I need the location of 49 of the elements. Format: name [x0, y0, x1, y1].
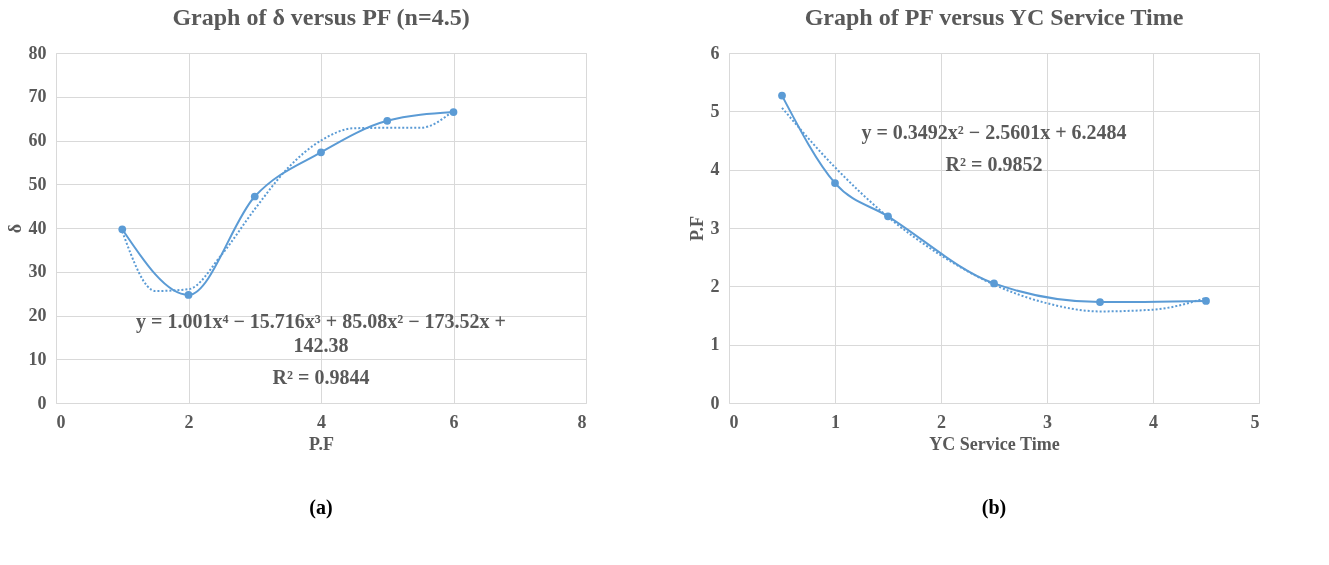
point [1096, 298, 1104, 306]
x-tick-label: 0 [729, 411, 739, 432]
y-tick-label: 40 [28, 217, 47, 238]
x-tick-label: 6 [449, 411, 459, 432]
point [383, 116, 392, 125]
point [317, 148, 325, 157]
x-tick-label: 8 [577, 411, 587, 432]
x-axis-title: YC Service Time [929, 433, 1060, 454]
y-tick-label: 0 [710, 392, 720, 413]
annotation: R² = 0.9844 [272, 366, 370, 388]
y-tick-label: 60 [28, 130, 47, 150]
y-tick-label: 2 [710, 275, 720, 296]
y-tick-label: 20 [28, 305, 47, 325]
point [184, 291, 193, 299]
x-tick-label: 2 [937, 411, 946, 432]
point [831, 179, 839, 187]
point [449, 108, 458, 116]
text: (b) [981, 495, 1007, 519]
y-tick-label: 30 [28, 261, 47, 282]
point [778, 91, 786, 100]
y-tick-label: 50 [28, 173, 47, 194]
annotation: y = 1.001x⁴ − 15.716x³ + 85.08x² − 173.52x + 142.38 [136, 310, 506, 356]
x-tick-label: 1 [831, 411, 840, 432]
y-axis-title: δ [4, 223, 25, 234]
y-tick-label: 1 [710, 334, 720, 355]
point [1202, 297, 1210, 305]
x-axis-title: P.F [309, 433, 334, 454]
text: (a) [309, 495, 333, 519]
y-tick-label: 4 [710, 159, 720, 180]
y-tick-label: 5 [710, 100, 720, 121]
y-tick-label: 80 [28, 42, 47, 63]
x-tick-label: 3 [1043, 411, 1052, 432]
point [118, 225, 127, 234]
y-tick-label: 3 [710, 217, 720, 238]
y-tick-label: 6 [710, 42, 720, 63]
annotation: R² = 0.9852 [945, 152, 1043, 175]
y-tick-label: 10 [28, 348, 47, 369]
y-axis-title: P.F [686, 216, 707, 241]
point [250, 192, 259, 201]
y-tick-label: 0 [37, 392, 47, 413]
x-tick-label: 4 [317, 411, 326, 432]
chart-title: Graph of PF versus YC Service Time [804, 4, 1184, 30]
y-tick-label: 70 [28, 86, 47, 107]
x-tick-label: 0 [56, 411, 66, 432]
annotation: y = 0.3492x² − 2.5601x + 6.2484 [861, 121, 1127, 144]
x-tick-label: 5 [1250, 411, 1260, 432]
chart-title: Graph of δ versus PF (n=4.5) [172, 4, 470, 30]
x-tick-label: 2 [184, 411, 194, 432]
x-tick-label: 4 [1149, 411, 1158, 432]
